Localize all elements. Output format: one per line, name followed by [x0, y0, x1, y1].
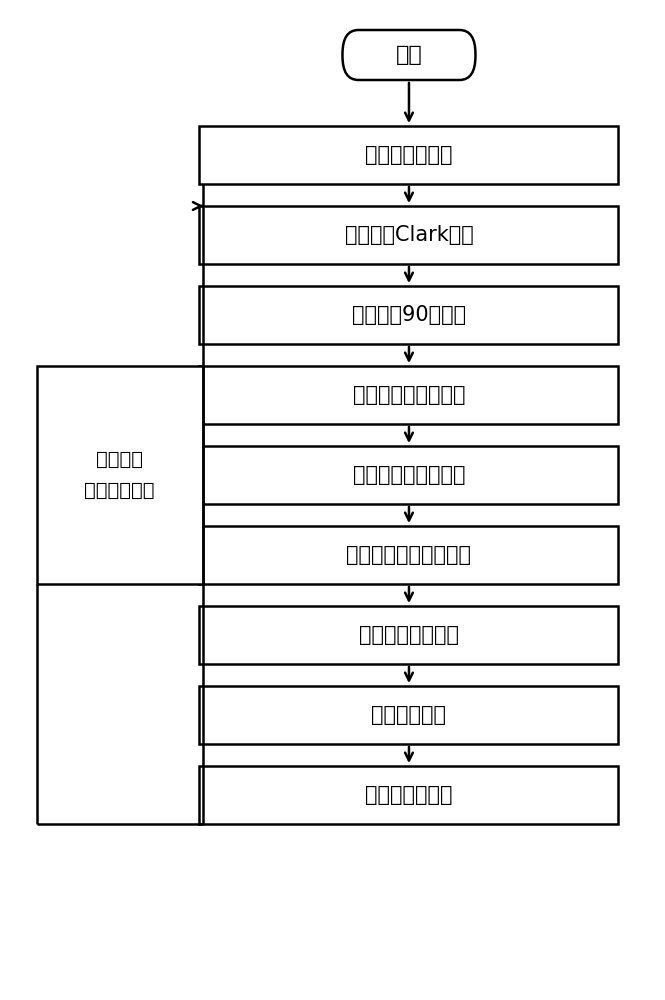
Text: 电容电压高频分量提取: 电容电压高频分量提取: [346, 545, 471, 565]
Bar: [200, 606, 618, 664]
Bar: [200, 286, 618, 344]
Text: 有功功率参考值计算: 有功功率参考值计算: [352, 385, 466, 405]
Text: 初始电压电流值: 初始电压电流值: [365, 145, 453, 165]
Bar: [200, 206, 618, 264]
Text: 最优矢量选择: 最优矢量选择: [372, 705, 446, 725]
Bar: [200, 686, 618, 744]
Bar: [200, 766, 618, 824]
Bar: [200, 446, 618, 504]
FancyBboxPatch shape: [342, 30, 475, 80]
Text: 下一周期
电压电流采样: 下一周期 电压电流采样: [84, 450, 155, 500]
Text: 期望电压矢量计算: 期望电压矢量计算: [359, 625, 459, 645]
Bar: [200, 366, 618, 424]
Bar: [200, 526, 618, 584]
Bar: [37, 366, 203, 584]
Text: 电流初始参考值计算: 电流初始参考值计算: [352, 465, 466, 485]
Text: 电压滞后90电角度: 电压滞后90电角度: [352, 305, 466, 325]
Text: 开始: 开始: [396, 45, 422, 65]
Bar: [200, 126, 618, 184]
Text: 开关管触发脉冲: 开关管触发脉冲: [365, 785, 453, 805]
Text: 电压电流Clark变换: 电压电流Clark变换: [344, 225, 473, 245]
